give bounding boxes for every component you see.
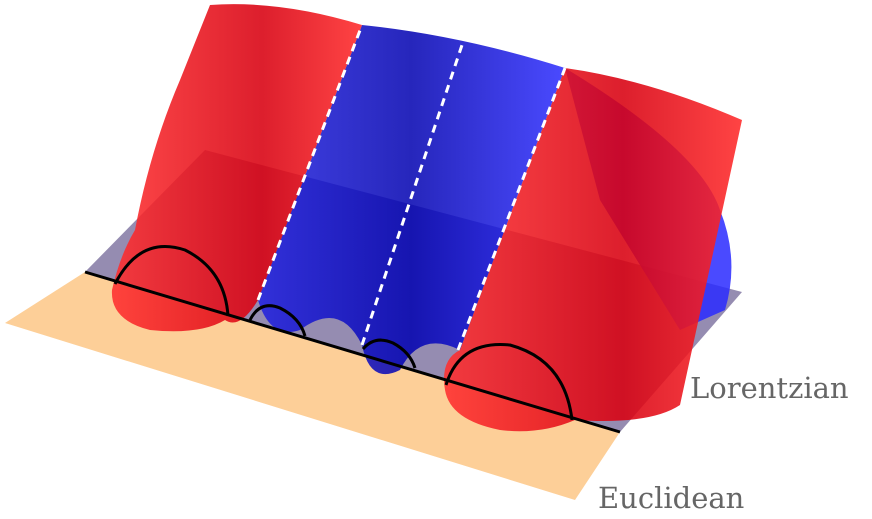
euclidean-label: Euclidean [598,481,744,515]
lorentzian-label: Lorentzian [690,371,849,405]
diagram: Lorentzian Euclidean [0,0,872,519]
